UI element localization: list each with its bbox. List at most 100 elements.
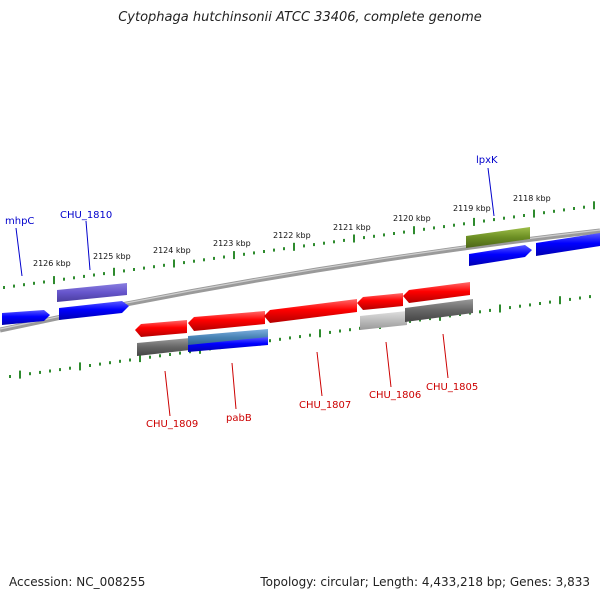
scale-dot — [443, 225, 445, 229]
forward-scale — [3, 201, 595, 289]
scale-major-tick — [559, 296, 561, 305]
scale-dot — [29, 372, 31, 376]
gene-block[interactable] — [137, 338, 190, 356]
kbp-label: 2125 kbp — [93, 252, 131, 261]
scale-dot — [313, 243, 315, 247]
gene-arrow[interactable] — [188, 311, 265, 331]
scale-dot — [573, 207, 575, 210]
scale-major-tick — [79, 362, 81, 371]
scale-dot — [529, 303, 531, 307]
scale-dot — [393, 232, 395, 235]
scale-dot — [99, 362, 101, 366]
scale-dot — [383, 233, 385, 237]
gene-label-CHU_1805[interactable]: CHU_1805 — [426, 382, 478, 393]
scale-major-tick — [139, 354, 141, 363]
kbp-label: 2120 kbp — [393, 214, 431, 223]
scale-dot — [549, 300, 551, 304]
scale-dot — [329, 330, 331, 334]
scale-major-tick — [319, 329, 321, 338]
scale-dot — [153, 265, 155, 269]
scale-dot — [279, 337, 281, 341]
scale-dot — [479, 310, 481, 314]
gene-arrow[interactable] — [2, 310, 50, 325]
scale-dot — [519, 304, 521, 308]
gene-label-pabB[interactable]: pabB — [226, 413, 252, 424]
scale-dot — [589, 295, 591, 299]
scale-dot — [73, 276, 75, 280]
scale-dot — [523, 214, 525, 217]
scale-major-tick — [173, 259, 175, 268]
scale-dot — [33, 281, 35, 285]
scale-dot — [553, 209, 555, 213]
gene-label-lpxK[interactable]: lpxK — [476, 155, 498, 166]
gene-arrow[interactable] — [357, 293, 403, 310]
scale-dot — [3, 286, 5, 289]
scale-dot — [203, 258, 205, 262]
gene-block[interactable] — [188, 329, 268, 346]
scale-dot — [483, 219, 485, 223]
kbp-label: 2126 kbp — [33, 259, 71, 268]
scale-dot — [169, 353, 171, 356]
scale-dot — [103, 272, 105, 276]
forward-genes — [2, 227, 600, 325]
gene-block[interactable] — [466, 227, 530, 248]
scale-dot — [159, 354, 161, 358]
scale-dot — [509, 306, 511, 310]
scale-dot — [163, 263, 165, 267]
scale-dot — [583, 205, 585, 209]
scale-dot — [43, 280, 45, 284]
gene-label-CHU_1807[interactable]: CHU_1807 — [299, 400, 351, 411]
scale-dot — [149, 355, 151, 359]
scale-dot — [183, 261, 185, 265]
gene-arrow[interactable] — [264, 299, 357, 323]
scale-dot — [273, 248, 275, 252]
gene-labels: mhpC CHU_1810 lpxK CHU_1809 pabB CHU_180… — [5, 155, 498, 430]
scale-major-tick — [593, 201, 595, 210]
gene-arrow[interactable] — [403, 282, 470, 303]
scale-dot — [503, 216, 505, 220]
scale-dot — [539, 302, 541, 305]
scale-dot — [39, 370, 41, 374]
scale-dot — [569, 297, 571, 301]
scale-dot — [143, 266, 145, 270]
scale-dot — [349, 328, 351, 332]
scale-major-tick — [499, 304, 501, 313]
gene-block[interactable] — [360, 311, 407, 330]
scale-dot — [283, 247, 285, 251]
genome-summary-text: Topology: circular; Length: 4,433,218 bp… — [260, 575, 590, 589]
scale-dot — [543, 211, 545, 215]
scale-major-tick — [53, 276, 55, 285]
scale-dot — [453, 223, 455, 227]
scale-dot — [493, 218, 495, 222]
gene-arrow[interactable] — [536, 233, 600, 256]
gene-label-CHU_1806[interactable]: CHU_1806 — [369, 390, 421, 401]
scale-dot — [489, 308, 491, 312]
gene-label-CHU_1810[interactable]: CHU_1810 — [60, 210, 112, 221]
scale-dot — [343, 238, 345, 242]
scale-dot — [433, 226, 435, 230]
gene-label-CHU_1809[interactable]: CHU_1809 — [146, 419, 198, 430]
scale-major-tick — [353, 234, 355, 243]
gene-arrow[interactable] — [469, 245, 532, 266]
kbp-label: 2122 kbp — [273, 231, 311, 240]
scale-dot — [9, 375, 11, 378]
scale-dot — [403, 230, 405, 234]
scale-dot — [193, 259, 195, 263]
gene-block[interactable] — [188, 337, 268, 352]
scale-major-tick — [473, 217, 475, 226]
gene-arrow[interactable] — [59, 301, 129, 320]
map-title: Cytophaga hutchinsonii ATCC 33406, compl… — [118, 10, 482, 25]
scale-major-tick — [533, 209, 535, 218]
gene-block[interactable] — [57, 283, 127, 302]
scale-dot — [59, 368, 61, 372]
scale-dot — [213, 256, 215, 260]
scale-dot — [579, 296, 581, 300]
gene-arrow[interactable] — [135, 320, 187, 337]
scale-dot — [253, 251, 255, 255]
gene-block[interactable] — [405, 299, 473, 322]
scale-dot — [289, 336, 291, 340]
gene-label-mhpC[interactable]: mhpC — [5, 216, 34, 227]
scale-major-tick — [113, 267, 115, 276]
kbp-labels: 2126 kbp 2125 kbp 2124 kbp 2123 kbp 2122… — [33, 194, 551, 268]
kbp-label: 2123 kbp — [213, 239, 251, 248]
